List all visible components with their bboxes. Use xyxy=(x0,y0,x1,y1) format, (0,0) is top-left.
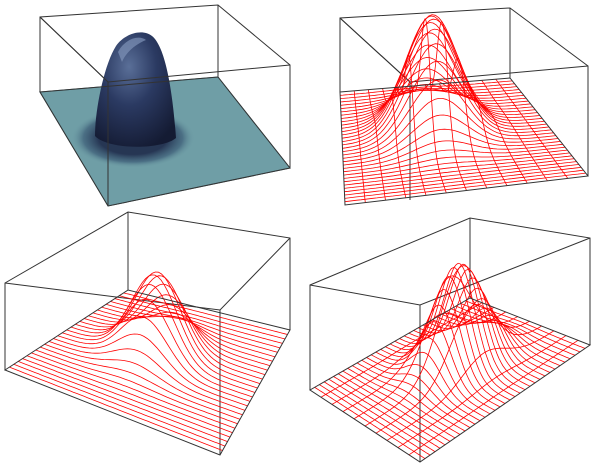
mesh-line xyxy=(375,337,491,415)
mesh-line xyxy=(343,128,561,166)
panel-3-mesh xyxy=(9,271,288,451)
panel-shaded-surface xyxy=(39,4,291,207)
panel-4-mesh xyxy=(314,262,586,459)
mesh-line xyxy=(92,304,271,367)
mesh-line xyxy=(48,341,246,411)
mesh-line xyxy=(79,275,263,380)
surface-bump xyxy=(95,32,176,147)
mesh-line xyxy=(75,271,261,384)
mesh-line xyxy=(119,295,286,340)
mesh-line xyxy=(422,287,541,380)
panel-2-mesh xyxy=(340,14,586,203)
mesh-line xyxy=(44,343,243,416)
mesh-line xyxy=(53,333,248,407)
panel-2-box-front xyxy=(339,77,589,206)
mesh-line xyxy=(467,81,528,184)
mesh-line xyxy=(320,302,483,398)
mesh-line xyxy=(410,18,447,194)
mesh-line xyxy=(397,335,567,448)
mesh-line xyxy=(105,303,278,353)
mesh-line xyxy=(31,352,236,429)
mesh-line xyxy=(382,88,407,198)
mesh-line xyxy=(343,155,572,183)
mesh-line xyxy=(452,82,508,186)
mesh-line xyxy=(88,294,268,371)
mesh-line xyxy=(13,363,226,447)
mesh-line xyxy=(424,21,467,191)
mesh-line xyxy=(70,274,258,389)
mesh-line xyxy=(375,304,543,434)
mesh-line xyxy=(451,308,571,360)
mesh-line xyxy=(331,306,495,405)
mesh-line xyxy=(18,361,228,442)
mesh-line xyxy=(57,316,251,402)
mesh-line xyxy=(364,265,531,427)
panel-4-box xyxy=(309,217,591,462)
mesh-line xyxy=(408,339,579,456)
mesh-line xyxy=(97,309,273,362)
mesh-line xyxy=(340,89,520,106)
panel-2-box xyxy=(339,7,589,200)
mesh-line xyxy=(446,311,566,363)
mesh-line xyxy=(367,89,386,201)
panel-wireframe-bottom-left xyxy=(3,211,291,456)
mesh-line xyxy=(83,283,266,375)
panel-3-box-front xyxy=(3,289,291,456)
mesh-line xyxy=(22,358,231,438)
mesh-line xyxy=(35,349,238,425)
mesh-line xyxy=(342,311,507,412)
panel-1-box-front xyxy=(39,16,291,207)
mesh-line xyxy=(495,78,569,179)
surface-bump-highlight xyxy=(118,37,146,62)
mesh-line xyxy=(39,346,241,420)
mesh-line xyxy=(66,283,256,393)
mesh-line xyxy=(481,80,548,182)
mesh-line xyxy=(101,306,276,358)
mesh-line xyxy=(342,18,545,142)
mesh-line xyxy=(110,301,281,349)
mesh-line xyxy=(341,32,536,129)
panel-4-box-front xyxy=(309,297,592,463)
mesh-line xyxy=(9,366,223,451)
panel-wireframe-bottom-right xyxy=(309,217,592,463)
mesh-line xyxy=(396,54,427,196)
mesh-line xyxy=(438,57,488,189)
mesh-line xyxy=(123,292,288,335)
mesh-line xyxy=(353,90,366,203)
mesh-line xyxy=(353,275,519,420)
panel-wireframe-top-right xyxy=(339,7,589,206)
mesh-line xyxy=(386,330,555,441)
mesh-line xyxy=(342,79,554,156)
mesh-line xyxy=(340,77,527,116)
mesh-line xyxy=(26,355,233,434)
mesh-line xyxy=(114,298,283,344)
panel-3-box xyxy=(4,211,291,455)
